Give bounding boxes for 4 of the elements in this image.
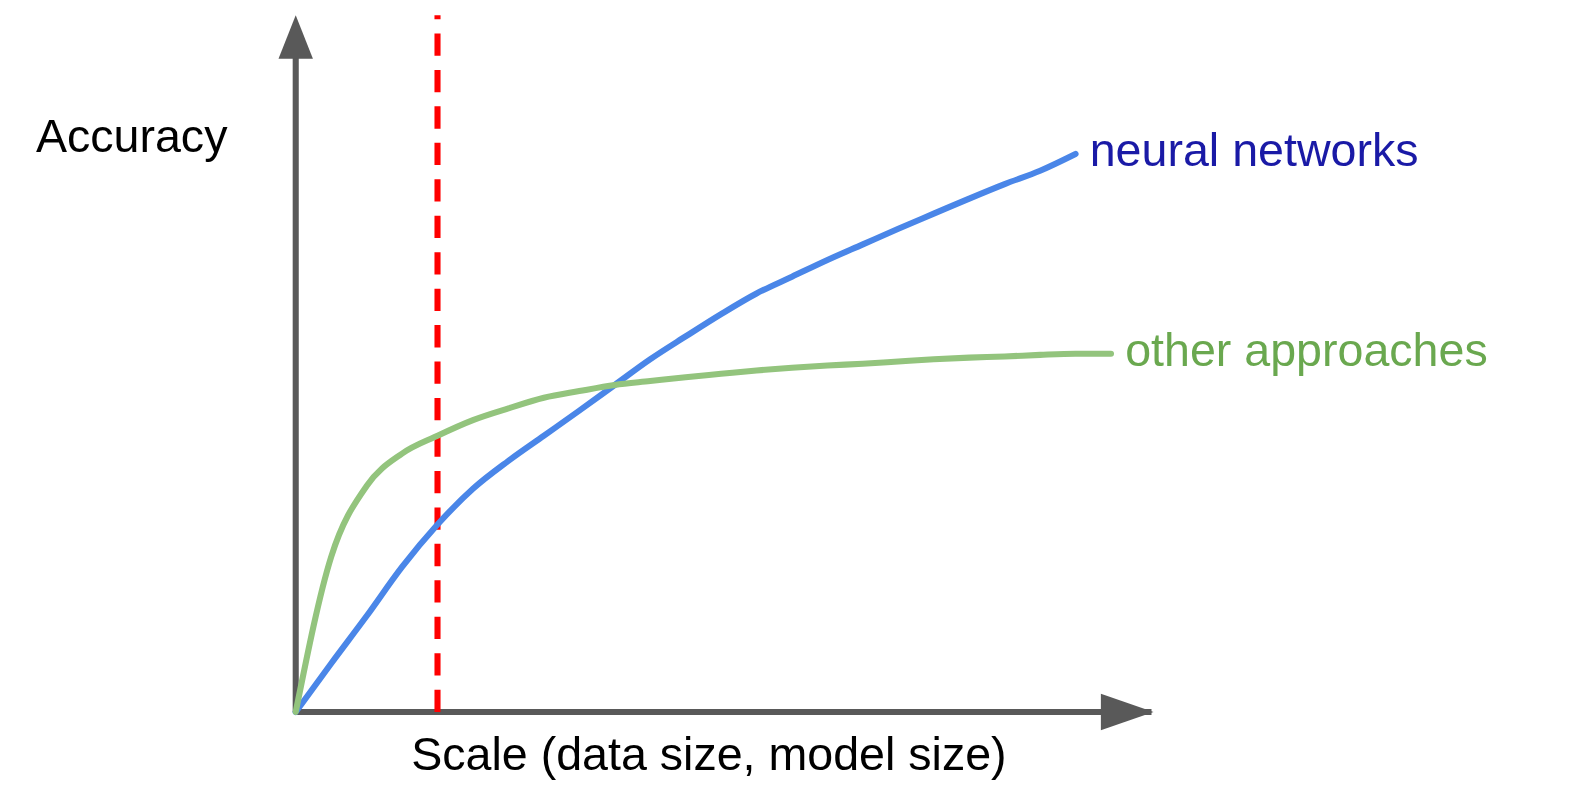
- series-label: other approaches: [1125, 324, 1488, 377]
- series-label: neural networks: [1089, 124, 1419, 177]
- x-axis-title: Scale (data size, model size): [411, 727, 1007, 780]
- y-axis-title: Accuracy: [35, 110, 229, 163]
